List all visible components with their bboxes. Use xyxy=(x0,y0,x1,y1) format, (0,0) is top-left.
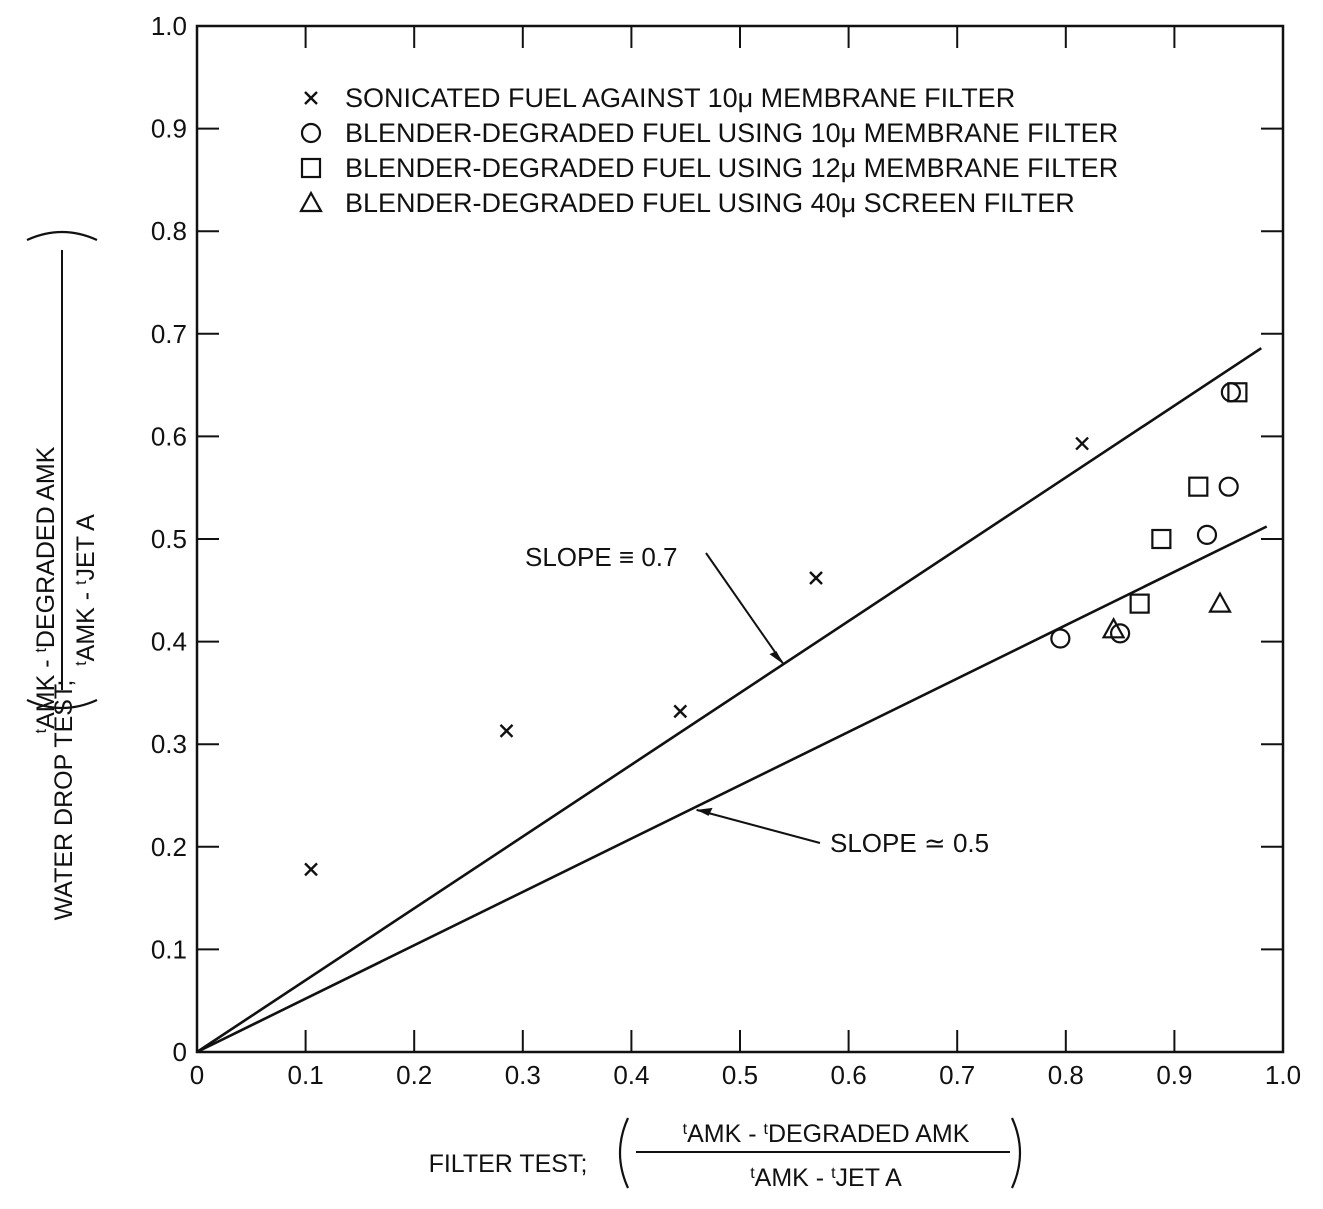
y-axis-label-close-paren xyxy=(26,230,98,242)
slope-arrowhead-lower xyxy=(696,807,713,816)
legend: SONICATED FUEL AGAINST 10μ MEMBRANE FILT… xyxy=(299,83,1118,218)
x-stroke xyxy=(809,571,823,585)
legend-label: BLENDER-DEGRADED FUEL USING 40μ SCREEN F… xyxy=(345,188,1075,218)
tick-marks xyxy=(197,26,1283,1052)
x-tick-label: 0.2 xyxy=(396,1060,432,1090)
y-tick-label: 0 xyxy=(173,1037,187,1067)
x-axis-label: FILTER TEST; tAMK - tDEGRADED AMK tAMK -… xyxy=(429,1117,1022,1192)
y-tick-label: 0.6 xyxy=(151,421,187,451)
data-point-circle xyxy=(1050,628,1071,649)
y-axis-label: WATER DROP TEST; tAMK - tDEGRADED AMK tA… xyxy=(26,230,100,921)
x-axis-label-close-paren xyxy=(1010,1117,1022,1189)
x-tick-label: 0.5 xyxy=(722,1060,758,1090)
x-stroke xyxy=(304,91,318,105)
x-axis-label-numerator: tAMK - tDEGRADED AMK xyxy=(683,1120,970,1148)
y-tick-label: 0.1 xyxy=(151,934,187,964)
y-axis-label-lead: WATER DROP TEST; xyxy=(50,680,78,921)
data-point-x xyxy=(673,704,688,719)
slope-label-lower: SLOPE ≃ 0.5 xyxy=(830,828,989,858)
y-tick-label: 1.0 xyxy=(151,11,187,41)
data-point-x xyxy=(304,862,318,877)
data-point-square xyxy=(1151,528,1172,550)
data-point-square xyxy=(1188,476,1209,497)
y-tick-label: 0.2 xyxy=(151,832,187,862)
data-point-square xyxy=(1129,593,1150,614)
y-tick-label: 0.3 xyxy=(151,729,187,759)
slope-label-upper: SLOPE ≡ 0.7 xyxy=(525,542,677,572)
y-tick-label: 0.8 xyxy=(151,216,187,246)
data-point-circle xyxy=(1218,476,1239,497)
x-tick-label: 0.8 xyxy=(1048,1060,1084,1090)
data-point-circle xyxy=(1220,382,1241,403)
x-tick-label: 0.3 xyxy=(505,1060,541,1090)
x-tick-label: 0 xyxy=(190,1060,204,1090)
y-tick-label: 0.5 xyxy=(151,524,187,554)
x-axis-label-open-paren xyxy=(618,1117,630,1189)
legend-marker-x xyxy=(304,91,318,105)
legend-label: BLENDER-DEGRADED FUEL USING 12μ MEMBRANE… xyxy=(345,153,1118,183)
fit-line-1 xyxy=(196,347,1262,1054)
x-axis-label-lead: FILTER TEST; xyxy=(429,1150,588,1178)
x-stroke xyxy=(1075,436,1089,451)
slope-arrow-upper xyxy=(705,552,785,665)
data-point-square xyxy=(1227,382,1248,403)
legend-label: BLENDER-DEGRADED FUEL USING 10μ MEMBRANE… xyxy=(345,118,1118,148)
y-tick-label: 0.7 xyxy=(151,319,187,349)
x-tick-label: 0.1 xyxy=(288,1060,324,1090)
x-tick-label: 0.7 xyxy=(939,1060,975,1090)
data-point-x xyxy=(499,724,514,738)
x-stroke xyxy=(499,724,514,738)
y-axis-label-open-paren xyxy=(26,698,98,710)
x-axis-label-denominator: tAMK - tJET A xyxy=(750,1164,902,1192)
y-tick-label: 0.4 xyxy=(151,627,187,657)
legend-marker-square xyxy=(300,157,322,179)
data-point-circle xyxy=(1196,524,1218,545)
slope-arrowhead-upper xyxy=(769,651,784,665)
y-tick-label: 0.9 xyxy=(151,114,187,144)
annotations: SLOPE ≡ 0.7 SLOPE ≃ 0.5 xyxy=(525,542,989,858)
y-axis-label-denominator: tAMK - tJET A xyxy=(72,514,100,666)
legend-marker-circle xyxy=(300,122,322,144)
fit-line-2 xyxy=(196,525,1268,1054)
fit-lines xyxy=(196,347,1268,1054)
x-stroke xyxy=(673,704,688,719)
x-tick-label: 0.9 xyxy=(1156,1060,1192,1090)
tick-labels: 0 0.1 0.2 0.3 0.4 0.5 0.6 0.7 0.8 0.9 1.0 0 0.1 0.2 0.… xyxy=(151,11,1301,1090)
x-tick-label: 0.6 xyxy=(831,1060,867,1090)
x-stroke xyxy=(304,862,318,877)
data-point-x xyxy=(809,571,823,585)
legend-marker-triangle xyxy=(299,190,323,213)
data-point-circle xyxy=(1109,623,1131,644)
slope-arrow-lower xyxy=(696,808,821,844)
data-point-triangle xyxy=(1208,591,1232,613)
x-tick-label: 1.0 xyxy=(1265,1060,1301,1090)
data-point-triangle xyxy=(1101,617,1126,639)
x-tick-label: 0.4 xyxy=(613,1060,649,1090)
legend-label: SONICATED FUEL AGAINST 10μ MEMBRANE FILT… xyxy=(345,83,1015,113)
data-markers xyxy=(304,382,1248,877)
data-point-x xyxy=(1075,436,1089,451)
y-axis-label-numerator: tAMK - tDEGRADED AMK xyxy=(32,446,60,733)
